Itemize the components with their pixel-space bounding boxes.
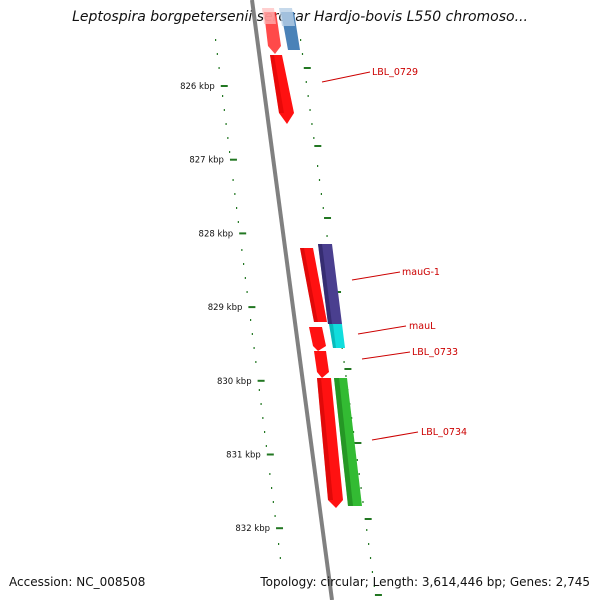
chromosome-backbone bbox=[250, 0, 334, 600]
gene-label-leaders bbox=[321, 71, 419, 441]
right-tick-track bbox=[300, 39, 382, 596]
gene-mauL-shade bbox=[329, 324, 336, 348]
leader-mauG-1 bbox=[351, 271, 401, 281]
gene-labels: LBL_0729 mauG-1 mauL LBL_0733 LBL_0734 bbox=[372, 67, 467, 438]
gene-top-lightblue-fade bbox=[279, 8, 295, 26]
gene-mauG-1-red[interactable] bbox=[300, 248, 327, 322]
map-title: Leptospira borgpetersenii serovar Hardjo… bbox=[72, 9, 528, 25]
gene-LBL_0734-red-shade bbox=[317, 378, 333, 500]
gene-features bbox=[262, 8, 362, 508]
kbp-label: 827 kbp bbox=[189, 156, 224, 166]
gene-LBL_0734-shade bbox=[334, 378, 353, 506]
kbp-label: 831 kbp bbox=[226, 451, 261, 461]
gene-mauL-red[interactable] bbox=[309, 327, 326, 351]
leader-LBL_0733 bbox=[361, 351, 411, 360]
kbp-label: 832 kbp bbox=[235, 524, 270, 534]
gene-label-mauG-1[interactable]: mauG-1 bbox=[402, 267, 440, 278]
kbp-label: 828 kbp bbox=[199, 229, 234, 239]
left-tick-track bbox=[215, 39, 284, 559]
gene-label-LBL_0729[interactable]: LBL_0729 bbox=[372, 67, 418, 78]
accession-text: Accession: NC_008508 bbox=[9, 575, 146, 589]
topology-summary: Topology: circular; Length: 3,614,446 bp… bbox=[260, 575, 590, 589]
gene-top-red-fade bbox=[262, 8, 276, 24]
gene-label-mauL[interactable]: mauL bbox=[409, 321, 436, 332]
gene-label-LBL_0734[interactable]: LBL_0734 bbox=[421, 427, 467, 438]
gene-mauG-1-red-shade bbox=[300, 248, 318, 322]
kbp-label: 830 kbp bbox=[217, 377, 252, 387]
gene-mauG-1-shade bbox=[318, 244, 332, 324]
leader-LBL_0729 bbox=[321, 71, 371, 83]
leader-LBL_0734 bbox=[371, 431, 419, 441]
kbp-label: 829 kbp bbox=[208, 303, 243, 313]
gene-LBL_0729-shade bbox=[270, 55, 284, 113]
kbp-scale: 826 kbp 827 kbp 828 kbp 829 kbp 830 kbp 831 k… bbox=[180, 82, 270, 534]
gene-LBL_0733[interactable] bbox=[314, 351, 329, 378]
kbp-label: 826 kbp bbox=[180, 82, 215, 92]
gene-LBL_0729[interactable] bbox=[270, 55, 294, 124]
gene-LBL_0734-red[interactable] bbox=[317, 378, 343, 508]
leader-mauL bbox=[357, 325, 407, 335]
gene-label-LBL_0733[interactable]: LBL_0733 bbox=[412, 347, 458, 358]
